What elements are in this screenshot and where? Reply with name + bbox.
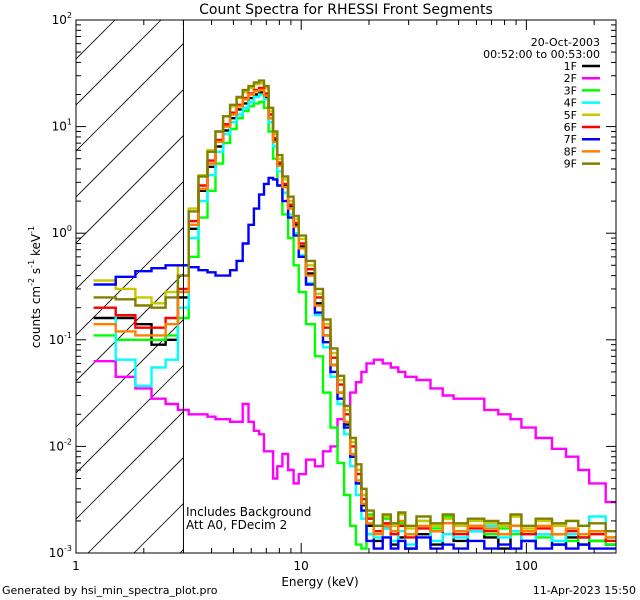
x-tick-label: 10 [294, 559, 309, 573]
legend-label-8F: 8F [564, 145, 577, 158]
legend-label-1F: 1F [564, 60, 577, 73]
annotation-background: Includes Background [186, 505, 311, 519]
hatch-line [76, 226, 184, 336]
hatch-line [87, 456, 184, 553]
hatch-line [76, 20, 116, 60]
hatch-line [76, 180, 184, 290]
legend-label-9F: 9F [564, 158, 577, 171]
legend-label-2F: 2F [564, 72, 577, 85]
y-tick-label: 10-2 [49, 437, 72, 453]
series-6F [93, 86, 616, 543]
date-label: 20-Oct-2003 [531, 36, 600, 49]
y-tick-label: 10-1 [49, 331, 72, 347]
footer-generated-by: Generated by hsi_min_spectra_plot.pro [2, 584, 218, 597]
axes: 1 10 100 10-3 10-2 10-1 100 101 102 [49, 11, 616, 573]
hatch-line [76, 20, 162, 106]
y-axis-label: counts cm-2 s-1 keV-1 [27, 226, 43, 348]
x-axis-label: Energy (keV) [281, 575, 358, 589]
series-2F [93, 358, 616, 504]
plot-frame [75, 19, 617, 554]
time-range-label: 00:52:00 to 00:53:00 [483, 48, 600, 61]
annotation-attenuator: Att A0, FDecim 2 [186, 518, 287, 532]
hatch-line [76, 410, 184, 520]
hatched-region [0, 13, 184, 553]
series-9F [93, 79, 616, 533]
legend-label-4F: 4F [564, 97, 577, 110]
legend-label-5F: 5F [564, 109, 577, 122]
series-4F [93, 93, 616, 546]
hatch-line [76, 272, 184, 382]
legend-label-7F: 7F [564, 133, 577, 146]
series-group [93, 79, 616, 550]
footer-timestamp: 11-Apr-2023 15:50 [533, 584, 636, 597]
legend-label-6F: 6F [564, 121, 577, 134]
x-tick-label: 1 [72, 559, 80, 573]
hatch-line [0, 13, 76, 553]
y-tick-label: 10-3 [49, 544, 72, 560]
hatch-line [76, 364, 184, 474]
series-5F [93, 82, 616, 539]
hatch-line [76, 42, 184, 152]
hatch-line [76, 88, 184, 198]
hatch-line [76, 318, 184, 428]
chart-title: Count Spectra for RHESSI Front Segments [199, 2, 493, 18]
x-tick-label: 100 [515, 559, 538, 573]
y-tick-label: 101 [52, 118, 72, 134]
y-tick-label: 102 [52, 11, 72, 27]
legend-label-3F: 3F [564, 84, 577, 97]
series-7F [93, 176, 616, 550]
y-tick-label: 100 [52, 224, 72, 240]
